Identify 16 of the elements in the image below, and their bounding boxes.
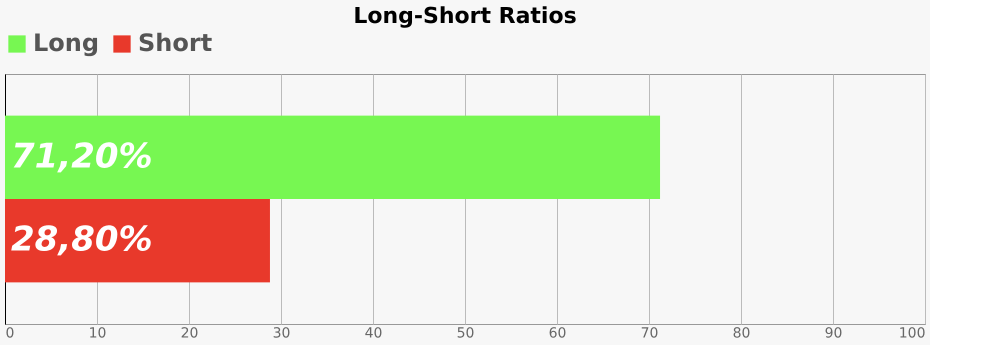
x-tick-label: 0 bbox=[6, 326, 14, 342]
x-tick-label: 90 bbox=[824, 326, 842, 342]
x-tick-label: 20 bbox=[180, 326, 198, 342]
x-tick-label: 80 bbox=[732, 326, 750, 342]
legend-label: Short bbox=[138, 29, 212, 57]
x-tick-label: 100 bbox=[898, 326, 926, 342]
x-tick-label: 30 bbox=[272, 326, 290, 342]
x-tick-label: 50 bbox=[456, 326, 474, 342]
x-tick-label: 70 bbox=[640, 326, 658, 342]
x-tick-label: 60 bbox=[548, 326, 566, 342]
data-label: 28,80% bbox=[11, 220, 153, 260]
x-tick-label: 10 bbox=[88, 326, 106, 342]
x-tick-label: 40 bbox=[364, 326, 382, 342]
data-label: 71,20% bbox=[11, 136, 153, 176]
chart-title: Long-Short Ratios bbox=[353, 4, 577, 29]
legend-label: Long bbox=[33, 29, 100, 57]
